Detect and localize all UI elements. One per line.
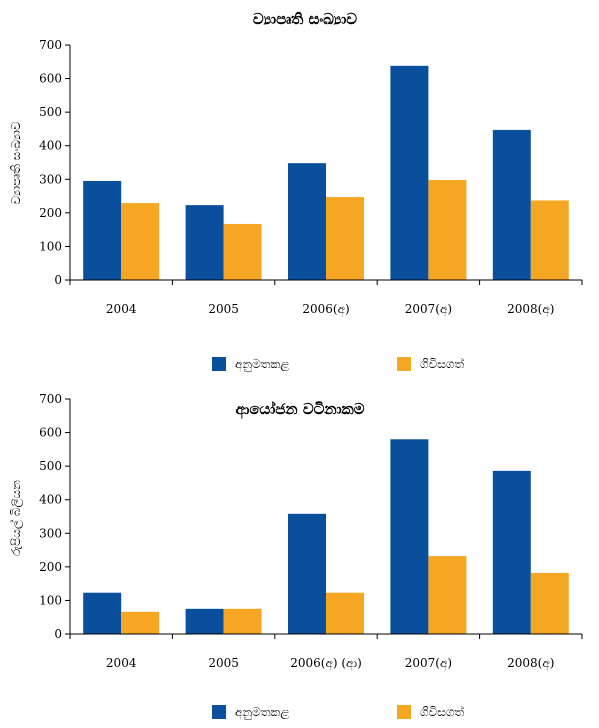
- chart-1-legend-label-approved: අනුමතකළ: [235, 357, 289, 372]
- chart-2-x-tick-label-2006(අ) (ආ): 2006(අ) (ආ): [290, 656, 362, 671]
- chart-2-bar-approved-2005: [185, 608, 224, 634]
- chart-1-bar-approved-2008(අ): [492, 129, 531, 280]
- chart-2-bar-signed-2007(අ): [428, 556, 467, 634]
- chart-1-x-tick-label-2005: 2005: [208, 302, 239, 316]
- chart-1-y-tick-label-200: 200: [39, 206, 62, 220]
- chart-1-legend-swatch-signed: [397, 357, 411, 371]
- chart-1-y-tick-label-500: 500: [39, 105, 62, 119]
- chart-2-bar-approved-2007(අ): [390, 439, 429, 634]
- chart-2-y-tick-label-100: 100: [39, 593, 62, 607]
- chart-1-x-tick-label-2004: 2004: [106, 302, 137, 316]
- chart-1-bar-signed-2004: [121, 203, 160, 280]
- chart-2-title: ආයෝජන වටිනාකම: [236, 400, 365, 419]
- chart-1-bar-signed-2007(අ): [428, 179, 467, 280]
- chart-1-y-tick-label-100: 100: [39, 239, 62, 253]
- chart-1-legend: අනුමතකළ ගිවිසගත්: [212, 357, 464, 372]
- chart-1-legend-swatch-approved: [212, 357, 226, 371]
- chart-1-y-tick-label-400: 400: [39, 139, 62, 153]
- chart-2-legend-label-signed: ගිවිසගත්: [420, 705, 464, 719]
- chart-1-bar-approved-2006(අ): [288, 163, 326, 280]
- chart-2-y-axis-label: රුපියල් බිලියන: [9, 480, 24, 556]
- chart-1-bar-signed-2008(අ): [530, 200, 569, 280]
- chart-2-y-tick-label-600: 600: [39, 426, 62, 440]
- chart-1-bar-signed-2006(අ): [326, 197, 364, 280]
- chart-1-title: ව්‍යාපෘති සංඛ්‍යාව: [253, 10, 357, 28]
- chart-1-bar-approved-2004: [83, 180, 122, 280]
- chart-2-legend: අනුමතකළ ගිවිසගත්: [212, 705, 464, 720]
- chart-1-plot: 0 100 200 300 400 500 600 700 2004 2005 2006(අ) 200…: [39, 38, 583, 317]
- chart-2-x-tick-label-2004: 2004: [106, 656, 137, 670]
- chart-1-bar-signed-2005: [223, 223, 262, 280]
- chart-2-y-tick-label-400: 400: [39, 493, 62, 507]
- chart-2-bar-approved-2008(අ): [492, 470, 531, 634]
- chart-2-y-tick-label-0: 0: [54, 627, 62, 641]
- chart-1-bar-approved-2007(අ): [390, 65, 429, 280]
- chart-1-x-tick-label-2007(අ): 2007(අ): [405, 302, 452, 317]
- chart-2-y-tick-label-500: 500: [39, 459, 62, 473]
- chart-2-bar-signed-2008(අ): [530, 572, 569, 634]
- chart-1-y-tick-label-0: 0: [54, 273, 62, 287]
- chart-2-bar-signed-2006(අ) (ආ): [326, 592, 364, 634]
- chart-2-y-tick-label-200: 200: [39, 560, 62, 574]
- chart-2-x-tick-label-2008(අ): 2008(අ): [507, 656, 554, 671]
- chart-2-x-tick-label-2005: 2005: [208, 656, 239, 670]
- chart-1-y-axis-label: ව්‍යාපෘති සංඛ්‍යාව: [9, 121, 23, 204]
- chart-1-y-tick-label-300: 300: [39, 172, 62, 186]
- chart-2-bar-approved-2006(අ) (ආ): [288, 513, 326, 634]
- chart-2-legend-label-approved: අනුමතකළ: [235, 705, 289, 720]
- chart-2-bar-signed-2005: [223, 608, 262, 634]
- chart-2-bar-signed-2004: [121, 611, 160, 634]
- chart-2-x-tick-label-2007(අ): 2007(අ): [405, 656, 452, 671]
- chart-1-x-tick-label-2006(අ): 2006(අ): [302, 302, 349, 317]
- chart-2-legend-swatch-approved: [212, 705, 226, 719]
- chart-1-y-tick-label-600: 600: [39, 72, 62, 86]
- chart-2-plot: 0 100 200 300 400 500 600 700 2004 2005 2006(අ) (ආ…: [39, 392, 583, 671]
- chart-1-y-tick-label-700: 700: [39, 38, 62, 52]
- chart-1-bar-approved-2005: [185, 205, 224, 280]
- chart-1-x-tick-label-2008(අ): 2008(අ): [507, 302, 554, 317]
- chart-1-legend-label-signed: ගිවිසගත්: [420, 357, 464, 371]
- chart-2-bar-approved-2004: [83, 592, 122, 634]
- chart-2-legend-swatch-signed: [397, 705, 411, 719]
- chart-2-y-tick-label-300: 300: [39, 526, 62, 540]
- chart-2-y-tick-label-700: 700: [39, 392, 62, 406]
